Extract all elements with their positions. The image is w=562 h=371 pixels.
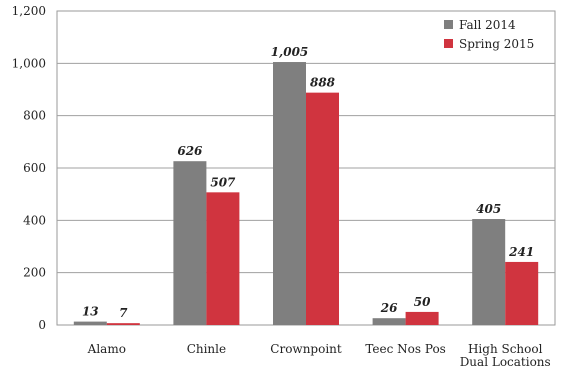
data-label: 507 xyxy=(210,175,236,189)
y-tick-label: 600 xyxy=(23,161,46,175)
legend-swatch xyxy=(444,20,453,29)
legend-swatch xyxy=(444,39,453,48)
legend: Fall 2014 Spring 2015 xyxy=(444,18,534,51)
bar-spring-2015 xyxy=(206,192,239,325)
bar-spring-2015 xyxy=(306,93,339,325)
y-tick-label: 800 xyxy=(23,109,46,123)
y-tick-label: 200 xyxy=(23,266,46,280)
x-axis-categories: Alamo Chinle Crownpoint Teec Nos Pos High Sc… xyxy=(87,342,551,369)
legend-label: Fall 2014 xyxy=(459,18,516,32)
data-label: 26 xyxy=(380,301,398,315)
data-label: 888 xyxy=(310,76,336,90)
data-label: 1,005 xyxy=(271,45,309,59)
x-category-label: Teec Nos Pos xyxy=(365,342,445,356)
data-label: 13 xyxy=(82,305,99,319)
data-label: 626 xyxy=(177,144,203,158)
legend-label: Spring 2015 xyxy=(459,37,534,51)
x-category-label: High School xyxy=(468,342,543,356)
y-tick-label: 0 xyxy=(38,318,46,332)
bar-spring-2015 xyxy=(107,323,140,325)
bar-spring-2015 xyxy=(406,312,439,325)
data-label: 405 xyxy=(476,202,501,216)
bar-fall-2014 xyxy=(74,322,107,325)
bar-fall-2014 xyxy=(472,219,505,325)
x-category-label: Alamo xyxy=(87,342,126,356)
bar-fall-2014 xyxy=(173,161,206,325)
y-tick-label: 400 xyxy=(23,213,46,227)
bar-spring-2015 xyxy=(505,262,538,325)
data-label: 50 xyxy=(414,295,431,309)
y-tick-label: 1,000 xyxy=(12,56,46,70)
y-axis-ticks: 0 200 400 600 800 1,000 1,200 xyxy=(12,4,46,332)
bar-fall-2014 xyxy=(373,318,406,325)
x-category-label: Crownpoint xyxy=(270,342,342,356)
x-category-label: Dual Locations xyxy=(460,355,551,369)
data-label: 241 xyxy=(508,245,534,259)
bars xyxy=(74,62,538,325)
bar-fall-2014 xyxy=(273,62,306,325)
data-label: 7 xyxy=(119,306,128,320)
y-tick-label: 1,200 xyxy=(12,4,46,18)
x-category-label: Chinle xyxy=(187,342,226,356)
